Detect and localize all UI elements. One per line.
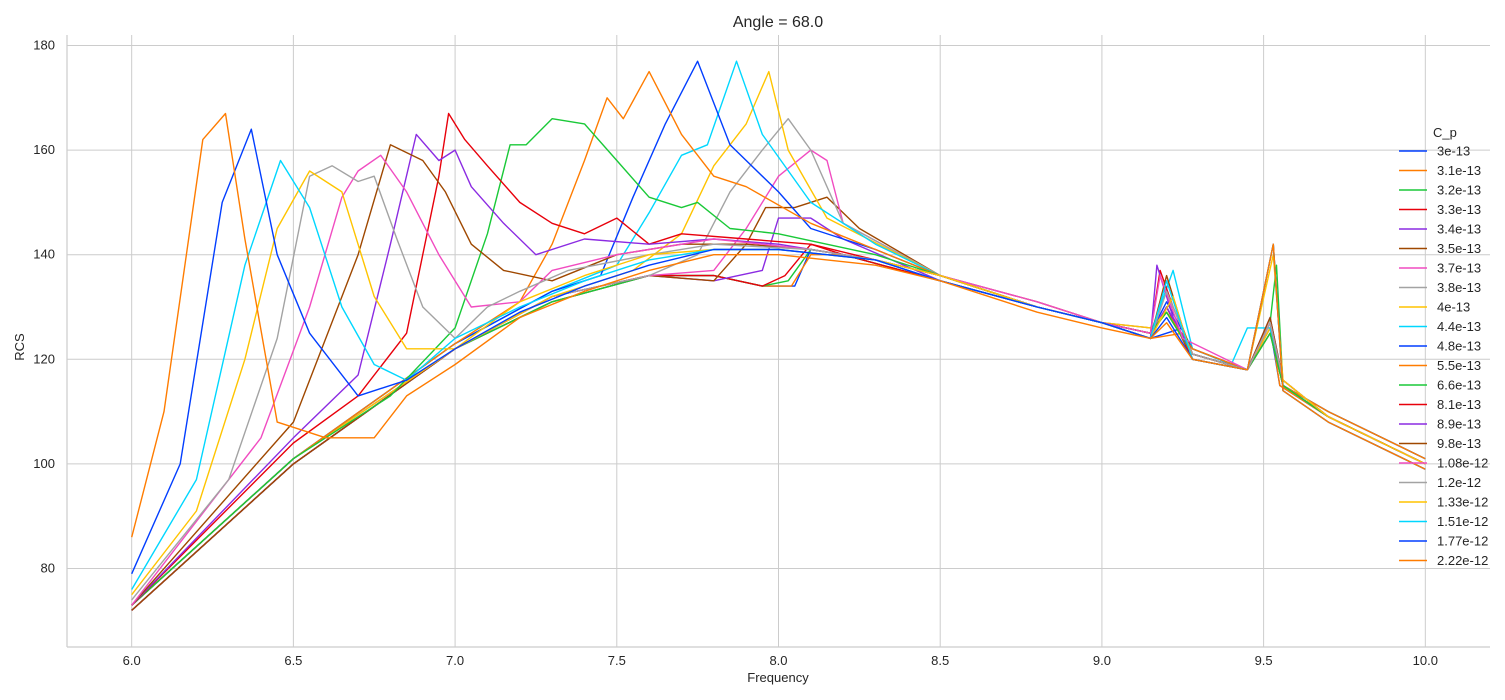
legend-label: 1.77e-12 (1437, 534, 1488, 549)
legend: C_p 3e-13 3.1e-13 3.2e-13 3.3e-13 3.4e-13 3.5… (1399, 125, 1488, 568)
chart-title: Angle = 68.0 (733, 14, 823, 31)
y-tick-label: 140 (33, 247, 55, 262)
legend-label: 1.51e-12 (1437, 514, 1488, 529)
legend-title: C_p (1433, 125, 1457, 140)
x-tick-label: 8.0 (769, 653, 787, 668)
y-tick-labels: 80 100 120 140 160 180 (33, 37, 55, 575)
legend-label: 9.8e-13 (1437, 436, 1481, 451)
legend-label: 4.8e-13 (1437, 339, 1481, 354)
legend-items: 3e-13 3.1e-13 3.2e-13 3.3e-13 3.4e-13 3.5e-13… (1399, 144, 1488, 568)
legend-label: 3.4e-13 (1437, 222, 1481, 237)
legend-label: 2.22e-12 (1437, 553, 1488, 568)
x-tick-label: 6.0 (123, 653, 141, 668)
y-axis-label: RCS (12, 333, 27, 361)
series-line-17 (131, 165, 1426, 601)
legend-label: 3.8e-13 (1437, 280, 1481, 295)
legend-label: 3.3e-13 (1437, 202, 1481, 217)
legend-label: 3.2e-13 (1437, 183, 1481, 198)
x-tick-label: 6.5 (284, 653, 302, 668)
x-tick-label: 7.0 (446, 653, 464, 668)
y-tick-label: 160 (33, 142, 55, 157)
legend-label: 1.33e-12 (1437, 495, 1488, 510)
legend-label: 3.1e-13 (1437, 163, 1481, 178)
x-tick-label: 7.5 (608, 653, 626, 668)
series-line-16 (131, 154, 1426, 606)
y-tick-label: 120 (33, 351, 55, 366)
axes (66, 35, 1490, 648)
grid-lines (67, 35, 1490, 647)
legend-label: 3e-13 (1437, 144, 1470, 159)
x-tick-labels: 6.0 6.5 7.0 7.5 8.0 8.5 9.0 9.5 10.0 (123, 653, 1438, 668)
legend-label: 8.1e-13 (1437, 397, 1481, 412)
y-tick-label: 180 (33, 37, 55, 52)
series-line-9 (131, 60, 1426, 606)
legend-label: 1.08e-12 (1437, 456, 1488, 471)
legend-label: 5.5e-13 (1437, 358, 1481, 373)
legend-label: 4e-13 (1437, 300, 1470, 315)
y-tick-label: 100 (33, 456, 55, 471)
series-line-21 (131, 112, 1426, 538)
legend-label: 1.2e-12 (1437, 475, 1481, 490)
legend-label: 4.4e-13 (1437, 319, 1481, 334)
legend-label: 8.9e-13 (1437, 417, 1481, 432)
x-tick-label: 10.0 (1413, 653, 1438, 668)
legend-label: 3.7e-13 (1437, 261, 1481, 276)
x-axis-label: Frequency (747, 670, 809, 685)
legend-label: 3.5e-13 (1437, 241, 1481, 256)
x-tick-label: 9.0 (1093, 653, 1111, 668)
y-tick-label: 80 (41, 561, 55, 576)
x-tick-label: 9.5 (1255, 653, 1273, 668)
legend-label: 6.6e-13 (1437, 378, 1481, 393)
series-lines (131, 60, 1426, 611)
x-tick-label: 8.5 (931, 653, 949, 668)
